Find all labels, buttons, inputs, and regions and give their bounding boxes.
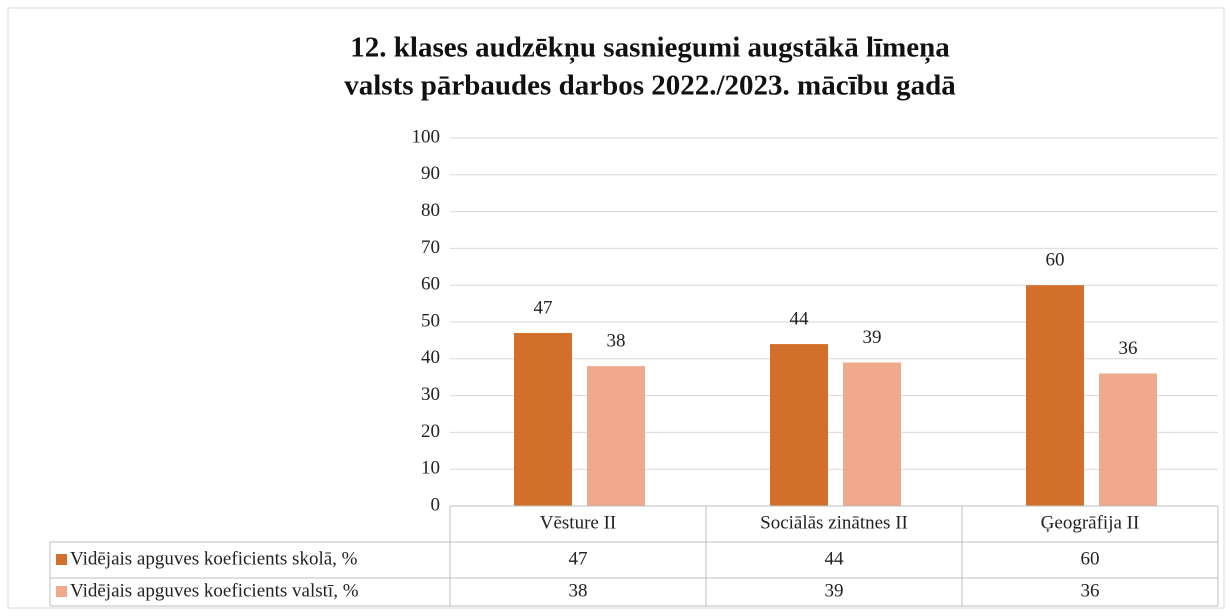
data-label: 47 <box>534 297 553 318</box>
y-tick-label: 0 <box>431 494 441 515</box>
y-tick-label: 30 <box>421 384 440 405</box>
bar <box>514 333 572 506</box>
x-tick-label: Ģeogrāfija II <box>1041 512 1140 533</box>
y-tick-label: 70 <box>421 237 440 258</box>
y-tick-label: 60 <box>421 274 440 295</box>
legend-label: Vidējais apguves koeficients skolā, % <box>70 548 358 569</box>
x-tick-label: Sociālās zinātnes II <box>760 512 908 533</box>
table-value: 47 <box>569 548 588 569</box>
chart-title: 12. klases audzēkņu sasniegumi augstākā … <box>350 32 950 65</box>
table-value: 39 <box>825 580 844 601</box>
data-label: 60 <box>1046 250 1065 271</box>
legend-swatch <box>56 554 67 565</box>
chart-title: valsts pārbaudes darbos 2022./2023. mācī… <box>344 70 956 102</box>
y-tick-label: 50 <box>421 310 440 331</box>
table-value: 44 <box>825 548 845 569</box>
data-label: 39 <box>863 327 882 348</box>
bar <box>770 344 828 506</box>
y-tick-label: 40 <box>421 347 440 368</box>
table-value: 38 <box>569 580 588 601</box>
bar <box>843 362 901 506</box>
y-tick-label: 90 <box>421 163 440 184</box>
table-value: 36 <box>1081 580 1100 601</box>
legend-label: Vidējais apguves koeficients valstī, % <box>70 580 359 601</box>
bar <box>587 366 645 506</box>
y-tick-label: 80 <box>421 200 440 221</box>
table-value: 60 <box>1081 548 1100 569</box>
chart-border <box>7 7 1225 609</box>
data-label: 36 <box>1119 338 1138 359</box>
bar <box>1099 373 1157 506</box>
y-tick-label: 20 <box>421 421 440 442</box>
data-label: 44 <box>790 308 810 329</box>
data-label: 38 <box>607 331 626 352</box>
y-tick-label: 100 <box>412 126 441 147</box>
legend-swatch <box>56 586 67 597</box>
x-tick-label: Vēsture II <box>540 512 617 533</box>
bar <box>1026 285 1084 506</box>
y-tick-label: 10 <box>421 458 440 479</box>
